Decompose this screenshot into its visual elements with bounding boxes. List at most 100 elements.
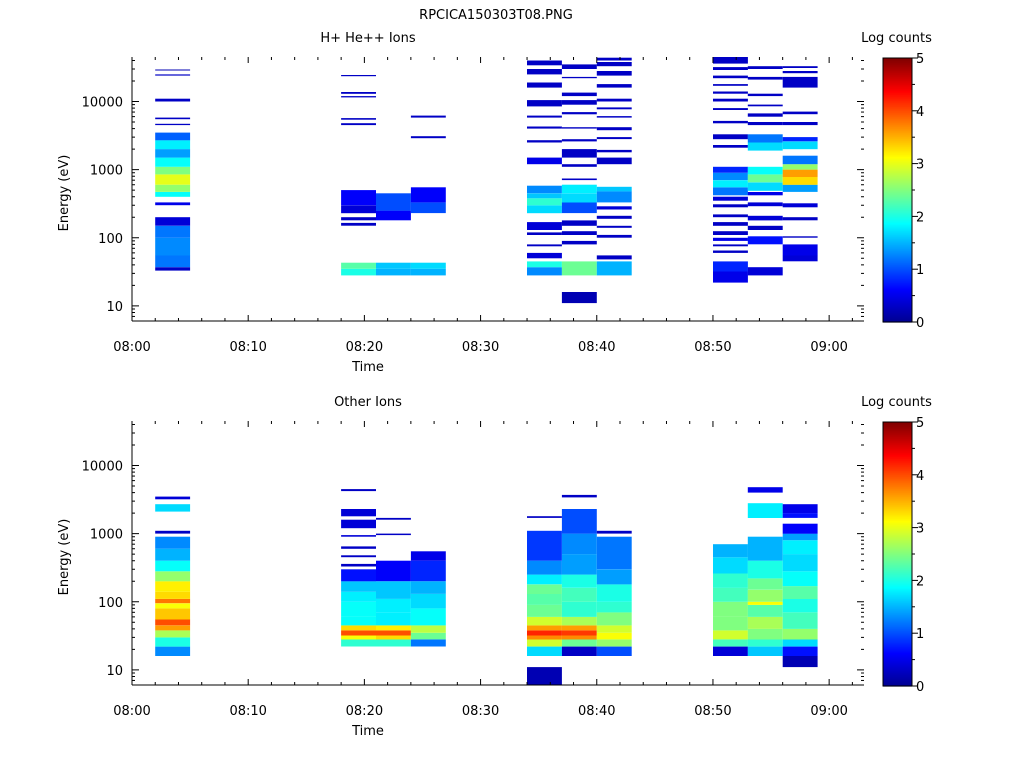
colorbar-step — [883, 546, 912, 549]
colorbar-step — [883, 284, 912, 287]
heatmap-cell — [527, 115, 562, 118]
colorbar-tick-label: 5 — [916, 52, 924, 67]
heatmap-cell — [527, 584, 562, 594]
colorbar-step — [883, 212, 912, 215]
colorbar-step — [883, 246, 912, 249]
heatmap-cell — [782, 244, 818, 256]
heatmap-cell — [747, 113, 783, 117]
heatmap-cell — [747, 589, 783, 602]
colorbar-step — [883, 240, 912, 243]
x-tick-label: 08:00 — [113, 340, 150, 355]
x-tick-label: 08:10 — [229, 704, 266, 719]
colorbar-step — [883, 144, 912, 147]
heatmap-cell — [596, 255, 632, 260]
colorbar-step — [883, 160, 912, 163]
colorbar-tick-label: 4 — [916, 469, 924, 484]
colorbar-step — [883, 94, 912, 97]
colorbar-step — [883, 288, 912, 291]
colorbar-step — [883, 444, 912, 447]
colorbar-step — [883, 616, 912, 619]
heatmap-cell — [596, 646, 632, 656]
colorbar-step — [883, 478, 912, 481]
colorbar-step — [883, 170, 912, 173]
colorbar-step — [883, 426, 912, 429]
colorbar-step — [883, 626, 912, 629]
heatmap-cell — [561, 625, 597, 631]
colorbar-step — [883, 432, 912, 435]
colorbar-step — [883, 454, 912, 457]
heatmap-cell — [596, 98, 632, 102]
colorbar-step — [883, 204, 912, 207]
colorbar-step — [883, 264, 912, 267]
colorbar-step — [883, 682, 912, 685]
data-column — [410, 115, 446, 276]
colorbar-step — [883, 200, 912, 203]
colorbar-step — [883, 588, 912, 591]
colorbar-step — [883, 280, 912, 283]
colorbar-step — [883, 562, 912, 565]
colorbar-step — [883, 250, 912, 253]
heatmap-cell — [782, 533, 818, 541]
heatmap-cell — [596, 530, 632, 534]
colorbar-step — [883, 98, 912, 101]
colorbar-step — [883, 110, 912, 113]
heatmap-cell — [713, 261, 748, 272]
heatmap-cell — [155, 202, 191, 206]
colorbar-step — [883, 244, 912, 247]
heatmap-cell — [713, 250, 748, 253]
heatmap-cell — [341, 75, 376, 77]
colorbar-step — [883, 666, 912, 669]
heatmap-cell — [596, 107, 632, 110]
heatmap-cell — [527, 530, 562, 561]
colorbar-step — [883, 138, 912, 141]
heatmap-cell — [527, 635, 562, 640]
heatmap-cell — [376, 533, 411, 536]
colorbar-step — [883, 658, 912, 661]
colorbar-step — [883, 192, 912, 195]
heatmap-cell — [410, 115, 446, 118]
colorbar-step — [883, 518, 912, 521]
heatmap-cell — [527, 261, 562, 268]
heatmap-cell — [376, 560, 411, 582]
colorbar-step — [883, 620, 912, 623]
heatmap-cell — [155, 255, 191, 268]
heatmap-cell — [527, 205, 562, 214]
heatmap-cell — [713, 646, 748, 656]
colorbar-step — [883, 222, 912, 225]
heatmap-cell — [596, 137, 632, 140]
colorbar-step — [883, 296, 912, 299]
heatmap-cell — [782, 504, 818, 514]
colorbar-step — [883, 496, 912, 499]
heatmap-cell — [782, 71, 818, 74]
y-axis-label: Energy (eV) — [57, 155, 72, 232]
heatmap-cell — [713, 98, 748, 102]
heatmap-cell — [596, 127, 632, 131]
panel-1: 08:00 08:10 08:20 08:30 08:40 08:50 09:0010100… — [57, 31, 932, 375]
data-column — [376, 517, 411, 647]
heatmap-cell — [155, 619, 191, 626]
heatmap-cell — [596, 536, 632, 570]
colorbar-step — [883, 88, 912, 91]
colorbar-step — [883, 522, 912, 525]
colorbar-step — [883, 176, 912, 179]
panel-2: 08:00 08:10 08:20 08:30 08:40 08:50 09:0010100… — [57, 395, 932, 739]
colorbar-step — [883, 114, 912, 117]
heatmap-cell — [596, 206, 632, 210]
data-column — [596, 57, 632, 276]
colorbar-step — [883, 184, 912, 187]
colorbar-step — [883, 248, 912, 251]
colorbar-step — [883, 490, 912, 493]
heatmap-cell — [155, 571, 191, 582]
colorbar-step — [883, 554, 912, 557]
heatmap-cell — [341, 489, 376, 492]
colorbar-step — [883, 318, 912, 321]
heatmap-cell — [596, 639, 632, 647]
heatmap-cell — [561, 100, 597, 105]
heatmap-cell — [782, 177, 818, 185]
heatmap-cell — [376, 210, 411, 221]
colorbar-step — [883, 436, 912, 439]
colorbar-step — [883, 80, 912, 83]
heatmap-cell — [747, 601, 783, 605]
heatmap-cell — [713, 84, 748, 86]
